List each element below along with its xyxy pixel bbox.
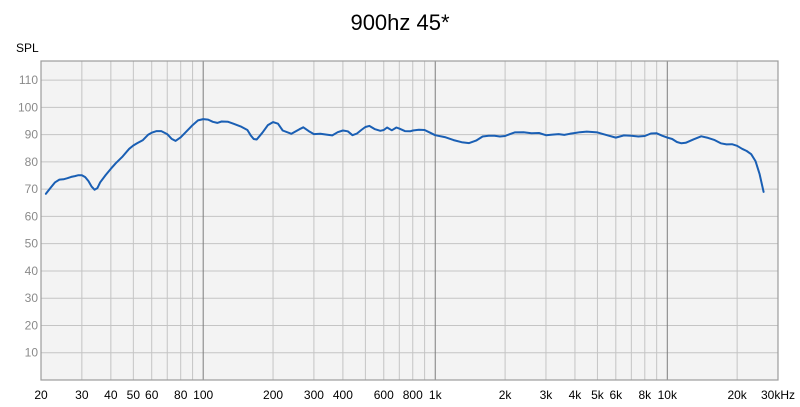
- y-tick-label: 100: [18, 100, 38, 114]
- x-tick-label: 600: [374, 388, 394, 402]
- x-tick-label: 100: [193, 388, 213, 402]
- x-tick-label: 5k: [591, 388, 605, 402]
- x-tick-label: 50: [127, 388, 141, 402]
- y-tick-label: 40: [25, 264, 39, 278]
- x-tick-labels: 20 30 40 50 60 80 100 200 300 400 600 800 1k 2k 3k 4k 5k…: [34, 388, 795, 402]
- x-tick-label: 2k: [499, 388, 513, 402]
- x-tick-label: 800: [403, 388, 423, 402]
- x-tick-label: 20: [34, 388, 48, 402]
- y-tick-label: 50: [25, 237, 39, 251]
- y-tick-label: 90: [25, 128, 39, 142]
- x-tick-label: 300: [304, 388, 324, 402]
- x-tick-label: 4k: [569, 388, 583, 402]
- x-tick-label: 200: [263, 388, 283, 402]
- y-tick-label: 60: [25, 209, 39, 223]
- y-axis-label: SPL: [16, 41, 39, 55]
- series-group: [44, 118, 765, 195]
- plot-area: [40, 60, 779, 381]
- x-tick-label: 400: [333, 388, 353, 402]
- y-tick-labels: 10 20 30 40 50 60 70 80 90 100 110: [18, 73, 38, 360]
- x-tick-label: 30kHz: [761, 388, 795, 402]
- x-tick-label: 40: [104, 388, 118, 402]
- x-tick-label: 60: [145, 388, 159, 402]
- x-tick-label: 30: [75, 388, 89, 402]
- minor-grid: [41, 61, 778, 380]
- x-tick-label: 1k: [429, 388, 443, 402]
- y-tick-label: 110: [19, 73, 38, 87]
- x-tick-label: 8k: [638, 388, 652, 402]
- y-tick-label: 70: [25, 182, 39, 196]
- major-grid: [202, 61, 668, 380]
- x-tick-label: 10k: [658, 388, 678, 402]
- plot-border: [40, 60, 779, 381]
- x-tick-label: 6k: [609, 388, 623, 402]
- y-tick-label: 30: [25, 291, 39, 305]
- y-tick-label: 20: [25, 318, 39, 332]
- x-tick-label: 3k: [540, 388, 554, 402]
- y-tick-label: 80: [25, 155, 39, 169]
- x-tick-label: 80: [174, 388, 188, 402]
- x-tick-label: 20k: [727, 388, 747, 402]
- y-tick-label: 10: [25, 346, 39, 360]
- chart-title: 900hz 45*: [350, 10, 450, 35]
- series-line: [44, 118, 765, 195]
